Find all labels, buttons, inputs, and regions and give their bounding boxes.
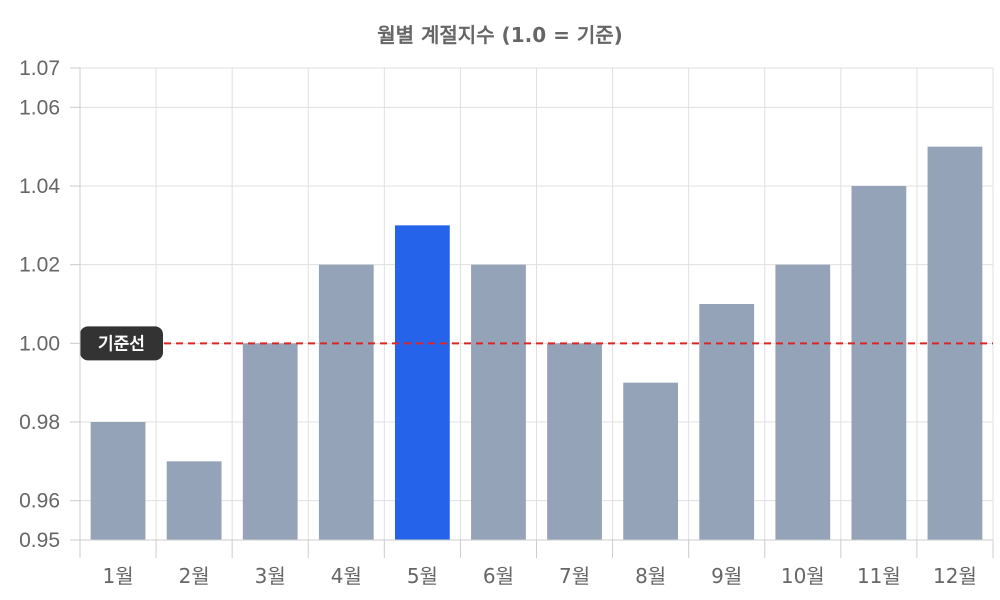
x-tick-label: 12월 (933, 564, 977, 588)
y-tick-label: 1.04 (19, 175, 60, 198)
y-tick-label: 1.00 (19, 332, 60, 355)
y-tick-label: 1.07 (19, 57, 60, 80)
bar (318, 264, 374, 540)
y-tick-label: 1.06 (19, 96, 60, 119)
y-tick-label: 0.98 (19, 411, 60, 434)
bar (699, 304, 755, 540)
x-tick-label: 5월 (407, 564, 438, 588)
bar (242, 343, 298, 540)
x-tick-label: 10월 (781, 564, 825, 588)
bar (851, 186, 907, 540)
bar-highlight (394, 225, 450, 541)
x-tick-label: 9월 (711, 564, 742, 588)
y-tick-label: 0.95 (19, 529, 60, 552)
bar (166, 461, 222, 540)
x-tick-label: 4월 (331, 564, 362, 588)
reference-label-badge (80, 326, 163, 361)
bar-layer (90, 146, 983, 541)
x-tick-label: 7월 (559, 564, 590, 588)
bar (547, 343, 602, 540)
x-tick-label: 1월 (102, 564, 133, 588)
chart-title: 월별 계절지수 (1.0 = 기준) (377, 23, 623, 47)
x-tick-label: 3월 (255, 564, 286, 588)
x-tick-label: 6월 (483, 564, 514, 588)
bar (775, 264, 831, 540)
x-tick-label: 8월 (635, 564, 666, 588)
y-tick-label: 0.96 (19, 490, 60, 513)
bar (90, 422, 146, 540)
reference-line-layer: 기준선 (80, 326, 993, 361)
bar (471, 264, 526, 540)
y-tick-label: 1.02 (19, 254, 60, 277)
x-tick-label: 2월 (179, 564, 210, 588)
axis-layer: 1.07 1.06 1.04 1.02 1.00 0.98 0.96 0.95 1월 2월 3월 4월… (19, 57, 994, 588)
bar (623, 382, 679, 540)
reference-label: 기준선 (98, 334, 145, 354)
x-tick-label: 11월 (857, 564, 901, 588)
